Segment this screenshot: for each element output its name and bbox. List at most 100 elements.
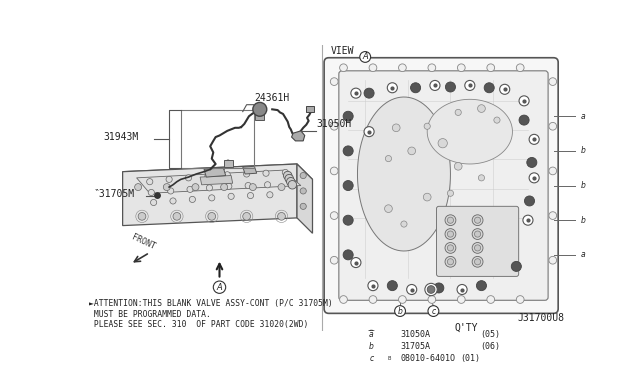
- Circle shape: [579, 216, 588, 225]
- Polygon shape: [292, 131, 305, 141]
- Circle shape: [209, 195, 215, 201]
- Text: A: A: [216, 283, 222, 292]
- Circle shape: [330, 167, 338, 175]
- Circle shape: [447, 217, 454, 223]
- Bar: [180, 110, 254, 168]
- Circle shape: [472, 256, 483, 267]
- Circle shape: [487, 64, 495, 71]
- Circle shape: [224, 172, 230, 178]
- Circle shape: [134, 184, 141, 190]
- Circle shape: [213, 281, 226, 294]
- Text: c: c: [431, 307, 436, 315]
- Circle shape: [447, 190, 454, 196]
- Circle shape: [457, 285, 467, 295]
- Circle shape: [549, 212, 557, 219]
- Text: Q'TY: Q'TY: [454, 323, 477, 333]
- Text: 31050A: 31050A: [401, 330, 431, 339]
- Circle shape: [148, 189, 154, 196]
- Circle shape: [399, 296, 406, 303]
- Circle shape: [387, 280, 397, 291]
- Circle shape: [477, 105, 485, 112]
- Text: b: b: [397, 307, 403, 315]
- Circle shape: [138, 212, 146, 220]
- Text: a: a: [580, 250, 586, 259]
- Text: 08010-6401O: 08010-6401O: [401, 353, 456, 363]
- Circle shape: [579, 146, 588, 155]
- Polygon shape: [200, 176, 233, 185]
- Circle shape: [401, 221, 407, 227]
- Circle shape: [549, 256, 557, 264]
- Circle shape: [369, 64, 377, 71]
- Circle shape: [523, 215, 533, 225]
- Circle shape: [267, 192, 273, 198]
- Circle shape: [300, 203, 307, 209]
- Circle shape: [519, 96, 529, 106]
- Circle shape: [472, 229, 483, 240]
- Text: a: a: [369, 330, 374, 339]
- Circle shape: [430, 80, 440, 90]
- Circle shape: [330, 78, 338, 86]
- Circle shape: [549, 122, 557, 130]
- Circle shape: [529, 134, 539, 144]
- Circle shape: [208, 212, 216, 220]
- Circle shape: [386, 355, 393, 362]
- Circle shape: [189, 196, 195, 202]
- Text: 31705A: 31705A: [401, 342, 431, 351]
- Circle shape: [458, 296, 465, 303]
- Circle shape: [445, 215, 456, 225]
- Circle shape: [385, 205, 392, 212]
- Circle shape: [285, 174, 294, 183]
- Circle shape: [472, 215, 483, 225]
- Circle shape: [425, 283, 437, 296]
- Polygon shape: [297, 164, 312, 233]
- Circle shape: [516, 296, 524, 303]
- Circle shape: [287, 177, 295, 186]
- Circle shape: [244, 171, 250, 177]
- Circle shape: [428, 64, 436, 71]
- Circle shape: [387, 83, 397, 93]
- Circle shape: [278, 212, 285, 220]
- Circle shape: [579, 181, 588, 190]
- Polygon shape: [243, 166, 257, 174]
- Circle shape: [484, 83, 494, 93]
- Circle shape: [282, 169, 289, 176]
- Circle shape: [428, 286, 435, 294]
- Circle shape: [500, 84, 509, 94]
- Circle shape: [549, 167, 557, 175]
- Text: a: a: [580, 112, 586, 121]
- Circle shape: [487, 296, 495, 303]
- Circle shape: [368, 280, 378, 291]
- Bar: [307, 106, 314, 112]
- Circle shape: [168, 188, 174, 194]
- Circle shape: [399, 64, 406, 71]
- Circle shape: [410, 83, 420, 93]
- Circle shape: [527, 157, 537, 167]
- Circle shape: [192, 184, 199, 190]
- Circle shape: [343, 215, 353, 225]
- FancyBboxPatch shape: [436, 206, 518, 276]
- Circle shape: [454, 163, 462, 170]
- Text: J31700U8: J31700U8: [517, 313, 564, 323]
- Circle shape: [343, 250, 353, 260]
- Text: VIEW: VIEW: [330, 46, 354, 56]
- Text: (01): (01): [460, 353, 480, 363]
- Circle shape: [366, 353, 377, 363]
- Circle shape: [343, 146, 353, 156]
- Circle shape: [395, 306, 406, 317]
- Circle shape: [472, 243, 483, 253]
- Circle shape: [445, 82, 456, 92]
- Circle shape: [438, 139, 447, 148]
- Bar: [224, 160, 234, 167]
- Text: b: b: [369, 342, 374, 351]
- Circle shape: [340, 296, 348, 303]
- Text: 31943M: 31943M: [103, 132, 138, 142]
- Circle shape: [364, 88, 374, 98]
- Text: b: b: [580, 216, 586, 225]
- Circle shape: [163, 184, 170, 190]
- Text: (06): (06): [480, 342, 500, 351]
- Text: 31050H: 31050H: [316, 119, 351, 129]
- Circle shape: [478, 175, 484, 181]
- Circle shape: [245, 183, 252, 189]
- Circle shape: [351, 257, 361, 267]
- Text: B: B: [388, 356, 391, 360]
